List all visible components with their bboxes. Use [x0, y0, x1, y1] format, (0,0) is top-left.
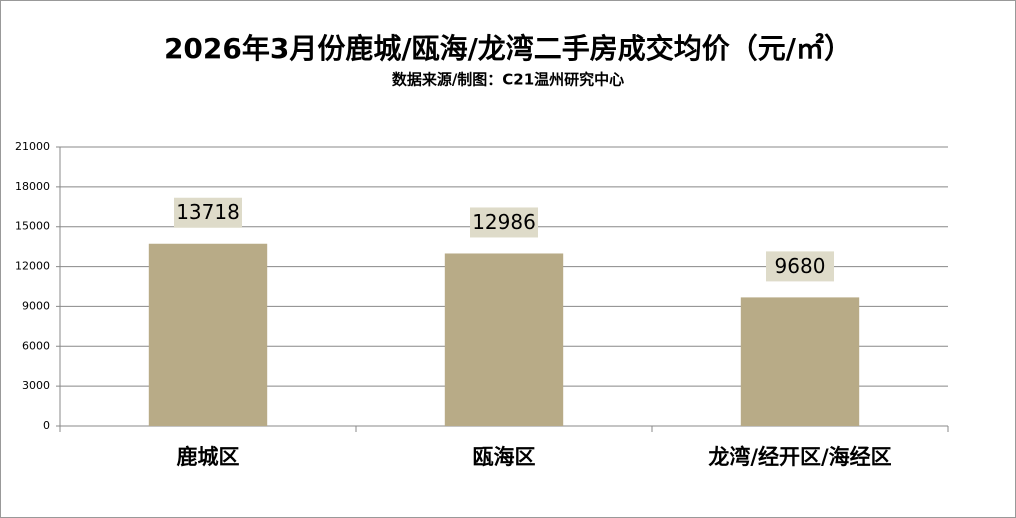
chart-subtitle: 数据来源/制图：C21温州研究中心: [392, 71, 624, 89]
value-label: 13718: [176, 200, 240, 224]
bar: [148, 243, 268, 426]
value-label-bg: [174, 197, 242, 228]
x-tick-label: 龙湾/经开区/海经区: [708, 445, 891, 469]
value-label-bg: [470, 207, 538, 238]
y-tick-label: 0: [43, 419, 50, 432]
y-tick-label: 6000: [22, 339, 50, 352]
bar: [444, 253, 564, 426]
y-tick-label: 15000: [15, 220, 50, 233]
value-label-bg: [766, 251, 834, 282]
y-tick-label: 21000: [15, 140, 50, 153]
y-tick-label: 9000: [22, 299, 50, 312]
y-tick-label: 18000: [15, 180, 50, 193]
x-tick-label: 鹿城区: [177, 445, 240, 469]
value-label: 12986: [472, 210, 536, 234]
y-tick-label: 3000: [22, 379, 50, 392]
bar: [740, 297, 860, 426]
chart-title: 2026年3月份鹿城/瓯海/龙湾二手房成交均价（元/㎡）: [164, 32, 852, 65]
value-label: 9680: [775, 254, 826, 278]
y-tick-label: 12000: [15, 260, 50, 273]
x-tick-label: 瓯海区: [473, 445, 536, 469]
